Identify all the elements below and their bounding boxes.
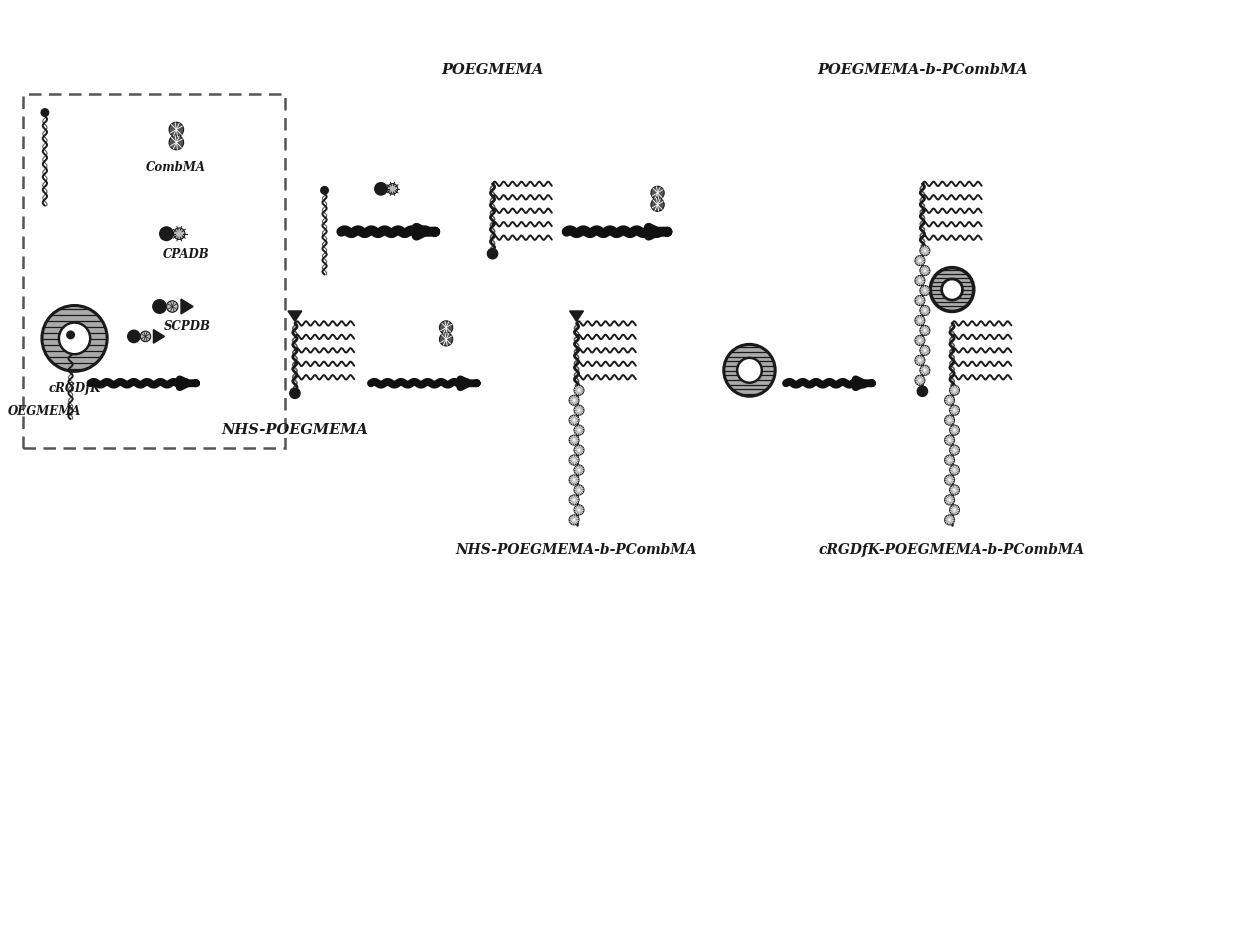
Circle shape <box>569 495 579 505</box>
Text: POEGMEMA: POEGMEMA <box>441 64 543 77</box>
Circle shape <box>950 425 960 435</box>
Circle shape <box>439 333 453 346</box>
Circle shape <box>574 405 584 415</box>
Circle shape <box>918 386 928 396</box>
Circle shape <box>950 485 960 495</box>
Circle shape <box>321 187 329 194</box>
Circle shape <box>67 331 74 338</box>
Circle shape <box>915 276 925 285</box>
Circle shape <box>387 184 398 194</box>
Circle shape <box>160 227 174 241</box>
Circle shape <box>945 475 955 485</box>
Circle shape <box>651 198 665 211</box>
Circle shape <box>569 435 579 445</box>
Circle shape <box>950 465 960 475</box>
Circle shape <box>945 495 955 505</box>
Polygon shape <box>181 299 193 314</box>
Circle shape <box>569 475 579 485</box>
Circle shape <box>920 325 930 336</box>
Polygon shape <box>288 311 301 321</box>
Circle shape <box>915 336 925 345</box>
Circle shape <box>737 357 761 383</box>
Text: SCPDB: SCPDB <box>164 320 211 334</box>
Circle shape <box>166 301 179 312</box>
Circle shape <box>374 183 387 195</box>
Circle shape <box>915 256 925 265</box>
Circle shape <box>487 248 497 259</box>
Text: POEGMEMA-b-PCombMA: POEGMEMA-b-PCombMA <box>817 64 1028 77</box>
Circle shape <box>174 228 185 240</box>
Circle shape <box>569 455 579 465</box>
Circle shape <box>574 425 584 435</box>
Circle shape <box>945 395 955 405</box>
Circle shape <box>569 415 579 425</box>
Circle shape <box>41 109 48 117</box>
Polygon shape <box>154 330 165 343</box>
Circle shape <box>930 267 973 312</box>
FancyBboxPatch shape <box>24 94 285 448</box>
Circle shape <box>920 265 930 276</box>
Circle shape <box>950 445 960 455</box>
Circle shape <box>920 305 930 316</box>
Circle shape <box>920 246 930 256</box>
Circle shape <box>945 435 955 445</box>
Circle shape <box>950 505 960 515</box>
Circle shape <box>915 316 925 325</box>
Circle shape <box>169 136 184 150</box>
Circle shape <box>574 485 584 495</box>
Circle shape <box>945 455 955 465</box>
Circle shape <box>574 445 584 455</box>
Text: NHS-POEGMEMA: NHS-POEGMEMA <box>222 423 368 437</box>
Circle shape <box>574 385 584 395</box>
Circle shape <box>915 375 925 385</box>
Circle shape <box>724 344 775 396</box>
Text: cRGDfK: cRGDfK <box>48 382 100 395</box>
Circle shape <box>950 385 960 395</box>
Circle shape <box>941 279 962 301</box>
Circle shape <box>42 305 107 372</box>
Circle shape <box>574 465 584 475</box>
Circle shape <box>58 322 91 355</box>
Circle shape <box>574 505 584 515</box>
Circle shape <box>290 388 300 398</box>
Polygon shape <box>569 311 584 321</box>
Circle shape <box>945 415 955 425</box>
Circle shape <box>920 285 930 296</box>
Text: cRGDfK-POEGMEMA-b-PCombMA: cRGDfK-POEGMEMA-b-PCombMA <box>818 543 1085 556</box>
Circle shape <box>128 330 140 342</box>
Text: NHS-POEGMEMA-b-PCombMA: NHS-POEGMEMA-b-PCombMA <box>456 543 697 556</box>
Text: CPADB: CPADB <box>162 247 210 261</box>
Circle shape <box>915 296 925 305</box>
Circle shape <box>915 356 925 365</box>
Circle shape <box>950 405 960 415</box>
Circle shape <box>439 320 453 335</box>
Circle shape <box>569 515 579 525</box>
Text: CombMA: CombMA <box>146 161 206 173</box>
Circle shape <box>153 300 166 313</box>
Circle shape <box>651 186 665 200</box>
Circle shape <box>945 515 955 525</box>
Text: OEGMEMA: OEGMEMA <box>9 405 82 418</box>
Circle shape <box>569 395 579 405</box>
Circle shape <box>169 122 184 137</box>
Circle shape <box>140 331 151 341</box>
Circle shape <box>920 345 930 356</box>
Circle shape <box>920 365 930 375</box>
